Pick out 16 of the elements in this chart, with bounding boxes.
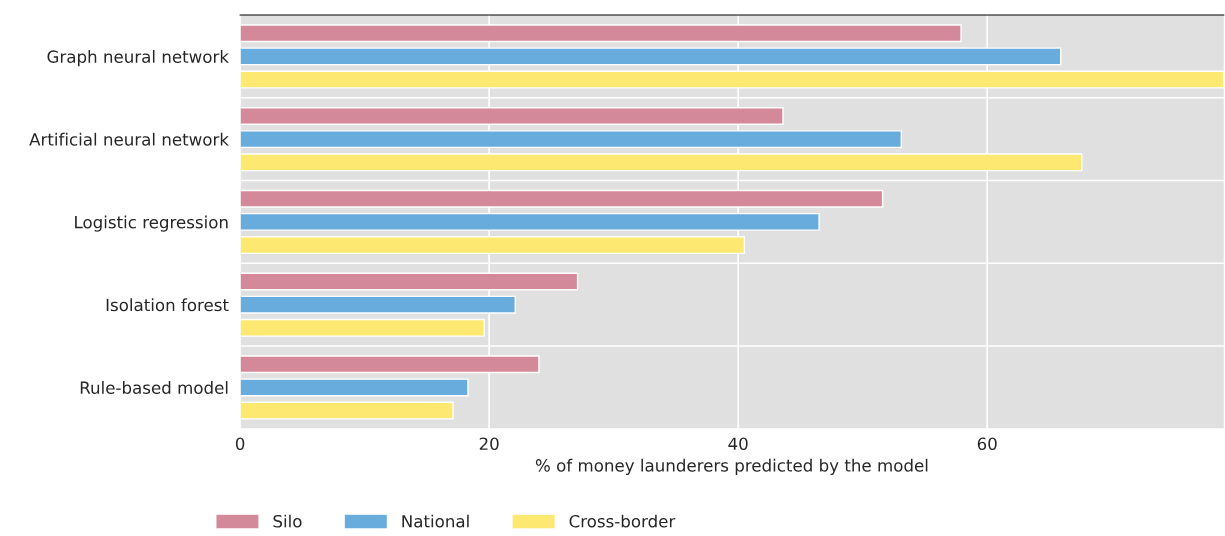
bar — [240, 401, 454, 420]
bar — [240, 378, 469, 397]
x-tick-label: 20 — [479, 437, 499, 451]
y-tick-label: Rule-based model — [80, 381, 228, 394]
y-tick-label: Logistic regression — [75, 215, 228, 232]
y-tick-label: Graph neural network — [47, 50, 229, 67]
legend-label: Cross-border — [569, 514, 676, 528]
y-tick-label: Isolation forest — [106, 298, 229, 312]
x-tick-label: 60 — [977, 437, 997, 451]
bar — [240, 318, 485, 337]
legend-label: Silo — [273, 514, 302, 528]
x-tick-label: 0 — [235, 437, 245, 451]
legend-label: National — [402, 514, 469, 528]
y-tick-label: Artificial neural network — [29, 132, 229, 146]
x-axis-title: % of money launderers predicted by the model — [535, 458, 928, 475]
x-tick-label: 40 — [728, 437, 748, 451]
